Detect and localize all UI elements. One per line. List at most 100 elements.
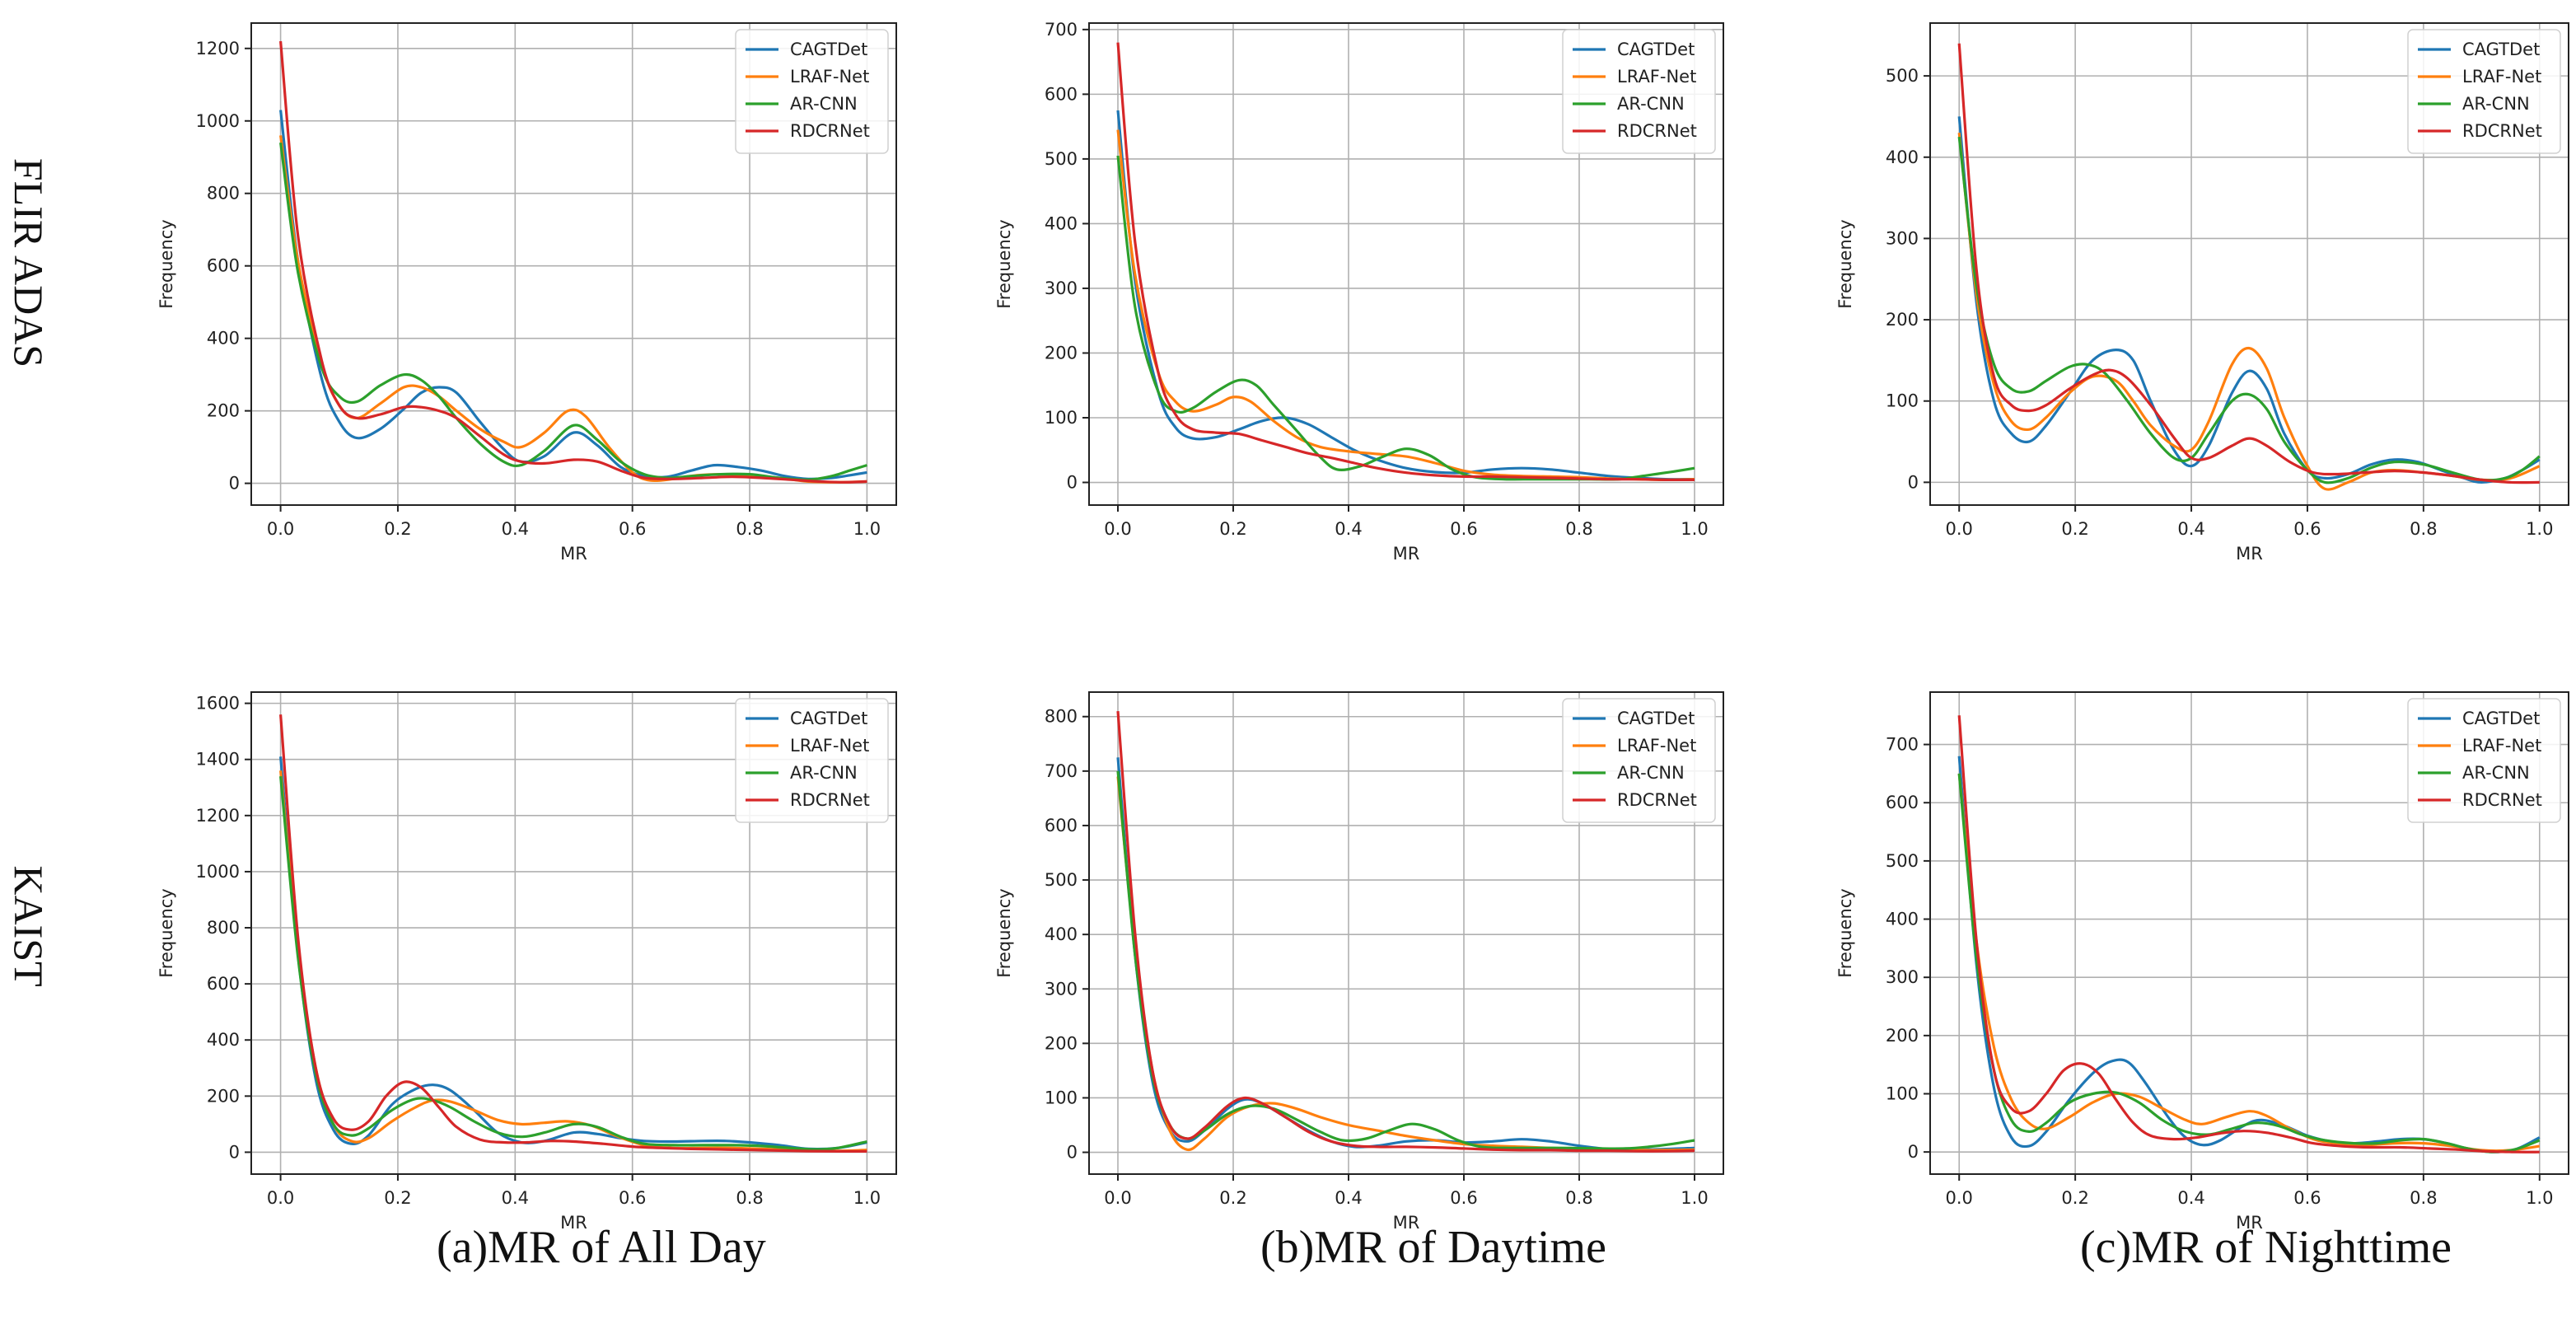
x-tick-label: 0.2 (1219, 1188, 1246, 1208)
x-tick-label: 0.2 (384, 1188, 411, 1208)
chart-3: 0.0 0.2 0.4 0.6 0.8 1.0 0 100 200 300 400 500 MR Freq… (1835, 22, 2569, 564)
x-tick-label: 0.6 (619, 1188, 646, 1208)
series-line-lraf-net (279, 770, 867, 1153)
legend-label-ar-cnn: AR-CNN (2462, 94, 2530, 114)
y-tick-label: 1400 (196, 750, 240, 770)
legend-label-rdcrnet: RDCRNet (2462, 790, 2542, 810)
legend: CAGTDet LRAF-Net AR-CNN RDCRNet (2407, 698, 2561, 823)
y-tick-label: 100 (1886, 1084, 1919, 1104)
y-tick-label: 300 (1886, 228, 1919, 248)
y-tick-label: 0 (1067, 473, 1078, 493)
legend-box (735, 29, 889, 154)
x-tick-label: 0.0 (267, 519, 294, 539)
x-tick-label: 1.0 (1681, 1188, 1708, 1208)
x-tick-label: 0.0 (1946, 519, 1973, 539)
y-tick-label: 200 (1045, 343, 1078, 363)
x-tick-label: 0.8 (1565, 519, 1592, 539)
series-line-rdcrnet (1957, 715, 2540, 1153)
legend-label-lraf-net: LRAF-Net (790, 736, 869, 756)
y-tick-label: 600 (207, 974, 240, 994)
x-tick-label: 1.0 (853, 519, 881, 539)
legend-label-ar-cnn: AR-CNN (2462, 763, 2530, 783)
x-tick-label: 0.8 (2410, 519, 2437, 539)
series-line-rdcrnet (1957, 43, 2540, 484)
series-line-lraf-net (1116, 776, 1695, 1152)
y-tick-label: 300 (1886, 967, 1919, 987)
legend-box (1562, 698, 1716, 823)
y-tick-label: 500 (1045, 870, 1078, 890)
plot-frame (1929, 22, 2569, 506)
y-tick-label: 500 (1886, 851, 1919, 871)
plot-frame (250, 22, 897, 506)
x-tick-label: 0.4 (2177, 519, 2204, 539)
legend-box (2407, 698, 2561, 823)
legend: CAGTDet LRAF-Net AR-CNN RDCRNet (735, 29, 889, 154)
y-tick-label: 100 (1045, 1088, 1078, 1107)
y-tick-label: 800 (207, 918, 240, 938)
plot-frame (250, 691, 897, 1175)
x-tick-label: 0.8 (736, 1188, 763, 1208)
series-line-lraf-net (1116, 129, 1695, 481)
y-tick-label: 400 (207, 1030, 240, 1050)
legend-label-cagtdet: CAGTDet (790, 40, 867, 59)
legend-label-cagtdet: CAGTDet (790, 709, 867, 728)
y-axis-label: Frequency (1835, 888, 1855, 978)
y-tick-label: 1000 (196, 862, 240, 882)
x-tick-label: 1.0 (1681, 519, 1708, 539)
chart-4: 0.0 0.2 0.4 0.6 0.8 1.0 0 200 400 600 800 1000 1200 1… (157, 691, 897, 1233)
y-tick-label: 0 (229, 474, 240, 494)
series-line-cagtdet (1957, 116, 2541, 484)
y-tick-label: 1200 (196, 806, 240, 826)
x-tick-label: 0.0 (267, 1188, 294, 1208)
y-axis-label: Frequency (157, 219, 176, 309)
series-line-rdcrnet (279, 714, 867, 1153)
legend-label-ar-cnn: AR-CNN (1617, 94, 1685, 114)
x-tick-label: 0.2 (1219, 519, 1246, 539)
x-tick-label: 0.2 (384, 519, 411, 539)
y-tick-label: 800 (207, 184, 240, 204)
legend: CAGTDet LRAF-Net AR-CNN RDCRNet (1562, 29, 1716, 154)
y-axis-label: Frequency (994, 219, 1014, 309)
legend-label-lraf-net: LRAF-Net (2462, 67, 2541, 87)
y-tick-label: 400 (1886, 910, 1919, 929)
chart-1: 0.0 0.2 0.4 0.6 0.8 1.0 0 200 400 600 800 1000 1200 M… (157, 22, 897, 564)
y-tick-label: 200 (207, 1086, 240, 1106)
y-tick-label: 600 (1045, 816, 1078, 835)
x-axis-label: MR (2236, 1213, 2263, 1233)
y-tick-label: 700 (1045, 761, 1078, 781)
legend-label-ar-cnn: AR-CNN (1617, 763, 1685, 783)
series-line-cagtdet (1116, 110, 1695, 481)
legend-label-cagtdet: CAGTDet (1617, 709, 1695, 728)
legend-label-rdcrnet: RDCRNet (1617, 790, 1697, 810)
x-tick-label: 1.0 (2526, 1188, 2553, 1208)
x-axis-label: MR (560, 544, 587, 564)
legend-label-ar-cnn: AR-CNN (790, 763, 858, 783)
x-tick-label: 0.0 (1946, 1188, 1973, 1208)
row-label-flir: FLIR ADAS (6, 157, 52, 368)
y-tick-label: 500 (1886, 66, 1919, 86)
legend: CAGTDet LRAF-Net AR-CNN RDCRNet (2407, 29, 2561, 154)
y-tick-label: 400 (1045, 213, 1078, 233)
caption-daytime: (b)MR of Daytime (1260, 1222, 1606, 1273)
legend-label-lraf-net: LRAF-Net (790, 67, 869, 87)
y-tick-label: 400 (207, 329, 240, 349)
y-tick-label: 200 (1886, 1026, 1919, 1046)
y-tick-label: 600 (1045, 84, 1078, 104)
y-tick-label: 500 (1045, 149, 1078, 169)
x-tick-label: 0.4 (502, 519, 529, 539)
series-line-cagtdet (279, 110, 867, 480)
legend-label-cagtdet: CAGTDet (2462, 709, 2540, 728)
y-axis-label: Frequency (157, 888, 176, 978)
x-tick-label: 0.2 (2061, 519, 2088, 539)
chart-5: 0.0 0.2 0.4 0.6 0.8 1.0 0 100 200 300 400 500 600 700… (994, 691, 1724, 1233)
x-tick-label: 1.0 (2526, 519, 2553, 539)
legend-label-rdcrnet: RDCRNet (790, 790, 870, 810)
plot-frame (1088, 22, 1724, 506)
x-tick-label: 1.0 (853, 1188, 881, 1208)
caption-all-day: (a)MR of All Day (437, 1222, 766, 1273)
legend: CAGTDet LRAF-Net AR-CNN RDCRNet (1562, 698, 1716, 823)
plot-frame (1088, 691, 1724, 1175)
y-axis-label: Frequency (994, 888, 1014, 978)
legend: CAGTDet LRAF-Net AR-CNN RDCRNet (735, 698, 889, 823)
y-tick-label: 400 (1886, 147, 1919, 167)
